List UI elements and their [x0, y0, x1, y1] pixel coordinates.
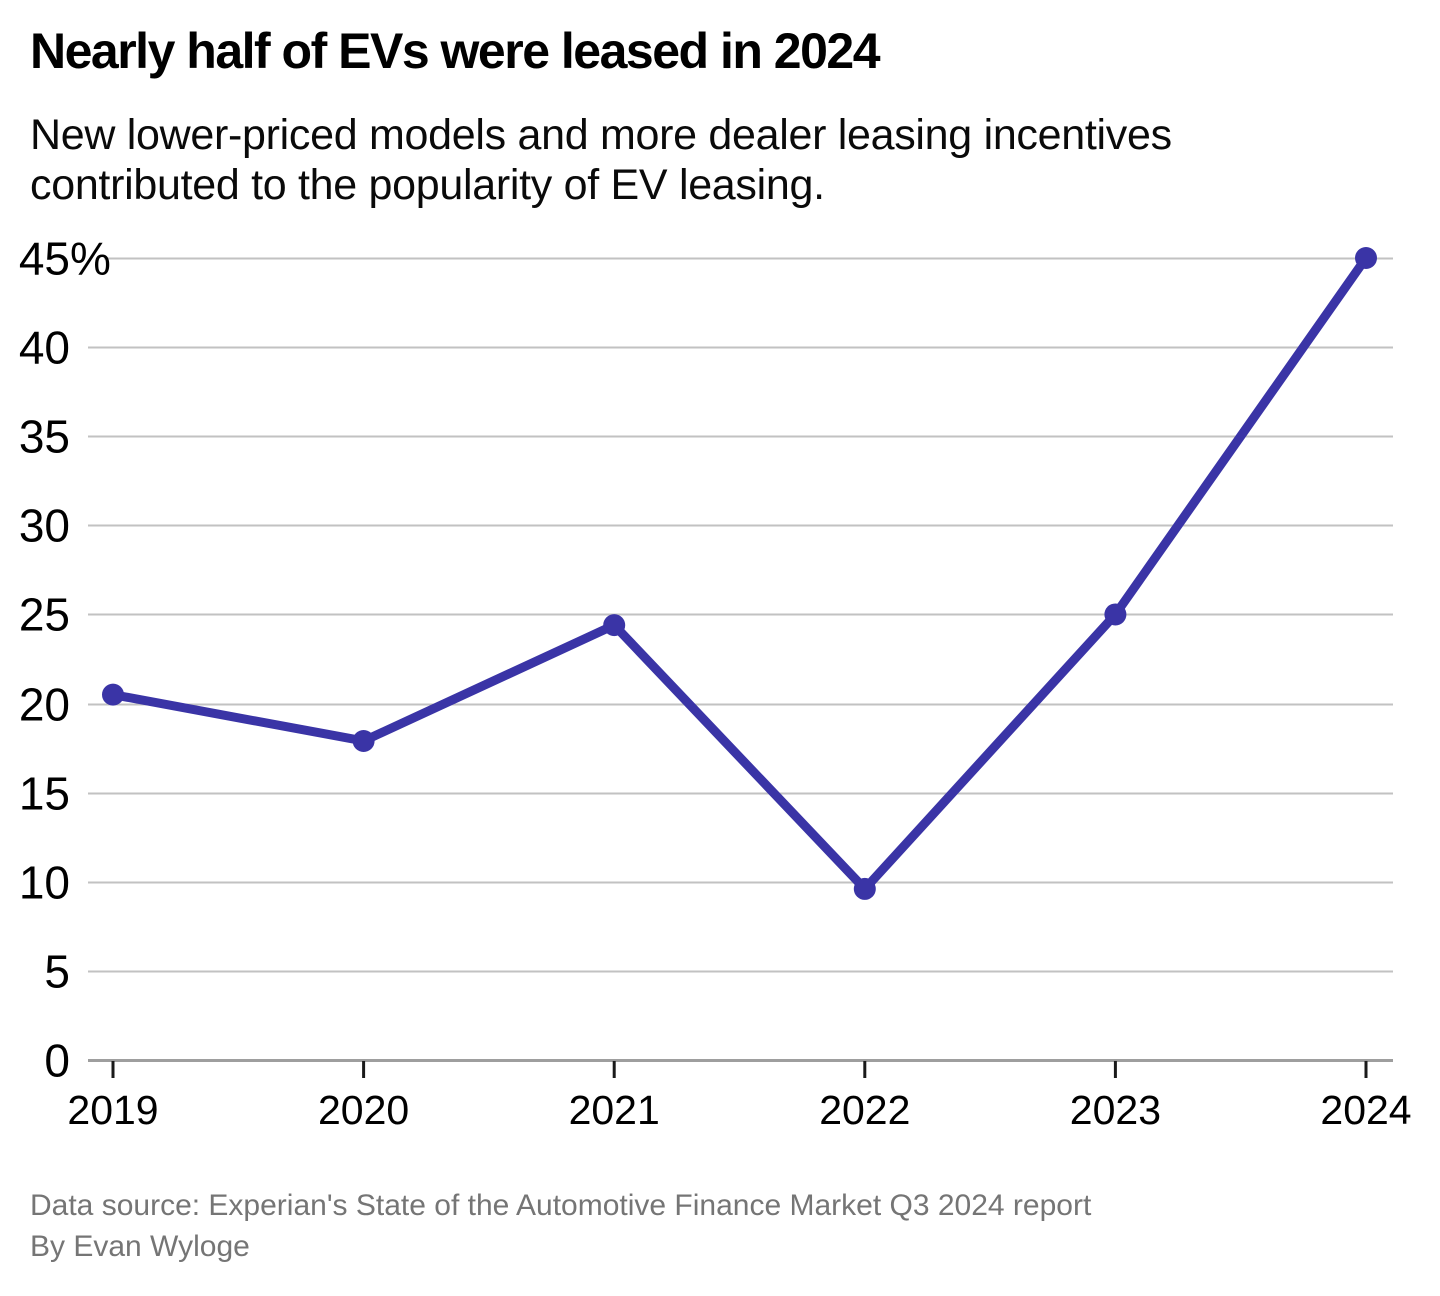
x-axis-label-2022: 2022: [819, 1087, 910, 1133]
data-point-2022: [853, 877, 876, 900]
x-axis-label-2023: 2023: [1070, 1087, 1161, 1133]
x-axis-label-2020: 2020: [318, 1087, 409, 1133]
x-axis-label-2021: 2021: [569, 1087, 660, 1133]
trend-line: [108, 253, 1371, 894]
chart-footer: Data source: Experian's State of the Aut…: [30, 1185, 1091, 1267]
data-point-2024: [1355, 247, 1377, 269]
y-axis-label-35: 35: [19, 411, 70, 463]
data-source-note: Data source: Experian's State of the Aut…: [30, 1189, 1092, 1222]
y-axis-label-30: 30: [19, 500, 70, 552]
data-point-2021: [603, 614, 626, 637]
byline: By Evan Wyloge: [30, 1230, 250, 1263]
x-axis-label-2019: 2019: [67, 1087, 158, 1133]
y-axis-label-45%: 45: [19, 233, 70, 285]
data-point-2019: [102, 683, 124, 706]
data-point-2020: [352, 729, 375, 752]
y-axis-label-0: 0: [44, 1035, 70, 1087]
y-axis-label-25: 25: [19, 589, 70, 641]
chart-title: Nearly half of EVs were leased in 2024: [30, 23, 881, 79]
y-axis-label-40: 40: [19, 322, 70, 374]
y-axis-label-15: 15: [19, 768, 70, 820]
data-point-2023: [1104, 603, 1127, 626]
chart-subtitle: New lower-priced models and more dealer …: [30, 111, 1172, 209]
y-axis-label-suffix-45%: %: [70, 233, 111, 285]
y-axis-label-20: 20: [19, 679, 70, 731]
y-axis-label-10: 10: [19, 857, 70, 909]
x-axis-label-2024: 2024: [1320, 1087, 1411, 1133]
y-axis-label-5: 5: [44, 946, 70, 998]
